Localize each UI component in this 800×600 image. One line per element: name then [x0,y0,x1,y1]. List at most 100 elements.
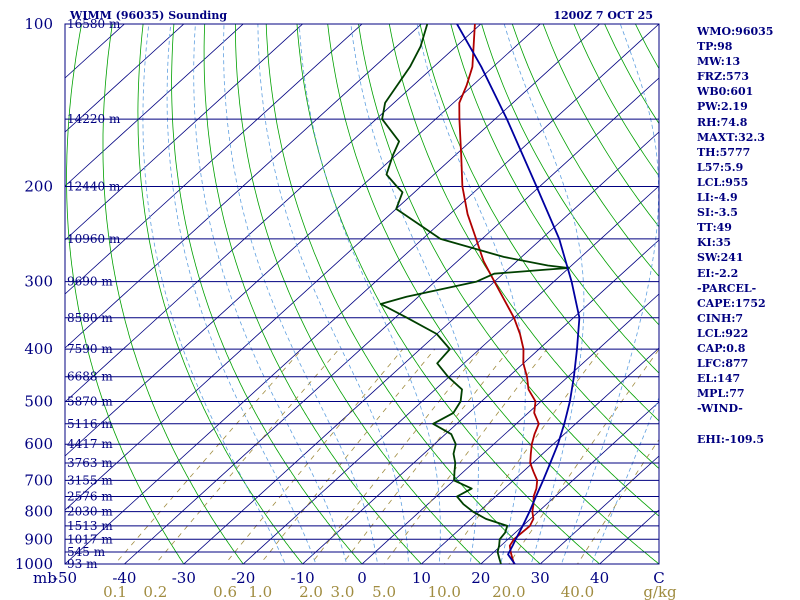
mixing-ratio-line [443,348,602,564]
indices-panel: WMO:96035 TP:98 MW:13 FRZ:573 WB0:601 PW:2.19… [697,24,797,447]
height-label: 16580 m [67,17,121,31]
dry-adiabat-line [327,24,659,564]
mixing-ratio-lines [114,348,659,564]
dry-adiabat-line [137,24,304,564]
pressure-tick-label: 1000 [15,555,53,573]
height-label: 12440 m [67,180,121,194]
index-line: -PARCEL- [697,281,757,295]
index-line: SW:241 [697,251,744,265]
y-axis-unit-label: mb [33,569,57,587]
pressure-tick-label: 400 [24,340,53,358]
isotherm-line [65,24,482,403]
valid-time: 1200Z 7 OCT 25 [553,9,653,22]
isotherm-line [65,24,601,511]
dry-adiabat-line [481,24,659,326]
isotherm-line [65,24,659,564]
isotherm-line [65,24,304,241]
dry-adiabat-line [234,24,482,564]
mixing-ratio-tick-label: 20.0 [492,583,525,600]
height-label: 6688 m [67,370,113,384]
isotherm-line [65,24,363,295]
dry-adiabat-line [66,24,185,564]
temperature-tick-label: -40 [112,569,136,587]
dry-adiabat-line [102,24,244,564]
isotherm-line [65,24,244,187]
mixing-ratio-line [114,348,303,564]
pressure-tick-label: 500 [24,392,53,410]
moist-adiabat-line [416,24,526,564]
height-label: 4417 m [67,437,113,451]
temperature-tick-label: 20 [471,569,490,587]
isotherm-line [65,24,422,349]
height-label: 8580 m [67,311,113,325]
mixing-ratio-tick-label: 40.0 [561,583,594,600]
pressure-tick-label: 900 [24,530,53,548]
height-label: 3763 m [67,456,113,470]
mixing-ratio-tick-label: 5.0 [372,583,396,600]
pressure-tick-label: 600 [24,435,53,453]
temperature-tick-label: 10 [412,569,431,587]
height-label: 1513 m [67,519,113,533]
axis-labels: 16580 m 14220 m 12440 m 10960 m 9690 m 8580 m… [15,15,677,600]
index-line: CINH:7 [697,311,744,325]
index-line: CAPE:1752 [697,296,766,310]
index-line: MW:13 [697,55,741,69]
parcel-profile-line [456,24,581,564]
index-line: MPL:77 [697,387,745,401]
moist-adiabat-line [223,24,378,564]
plot-frame [64,23,660,565]
index-line: TP:98 [697,40,733,54]
dry-adiabat-line [419,24,659,422]
moist-adiabat-line [298,24,441,564]
mixing-ratio-line [310,348,482,564]
x-axis-unit-label: C [653,569,664,587]
index-line: PW:2.19 [697,100,748,114]
dry-adiabat-line [358,24,659,517]
index-line: LCL:955 [697,175,749,189]
mixing-ratio-line [383,348,548,564]
index-line: FRZ:573 [697,70,750,84]
index-line: LI:-4.9 [697,191,738,205]
index-line [697,416,797,431]
isotherm-line [302,239,659,564]
index-line: SI:-3.5 [697,206,738,220]
dry-adiabat-line [203,24,422,564]
height-label: 10960 m [67,232,121,246]
index-line: MAXT:32.3 [697,130,765,144]
temperature-tick-label: 40 [590,569,609,587]
pressure-tick-label: 700 [24,471,53,489]
height-label: 14220 m [67,112,121,126]
moist-adiabat-line [560,24,659,564]
index-line: LFC:877 [697,357,749,371]
pressure-tick-label: 800 [24,503,53,521]
height-label: 9690 m [67,275,113,289]
mixing-ratio-line [224,348,404,564]
temperature-profile-line [458,24,540,564]
dry-adiabat-line [388,24,659,470]
mixing-ratio-tick-label: 0.1 [103,583,127,600]
index-line: WB0:601 [697,85,754,99]
mixing-ratio-tick-label: 3.0 [331,583,355,600]
mixing-ratio-tick-label: 1.0 [248,583,272,600]
moist-adiabat-lines [142,24,659,564]
isotherm-line [361,293,659,564]
isotherm-line [480,401,659,564]
dry-adiabat-line [450,24,659,374]
moist-adiabat-line [166,24,317,564]
mixing-ratio-line [577,438,659,564]
index-line: RH:74.8 [697,115,748,129]
mixing-ratio-line [508,348,659,564]
index-line: -WIND- [697,402,743,416]
dry-adiabat-lines [66,24,659,564]
height-label: 2030 m [67,505,113,519]
index-line: WMO:96035 [697,25,774,38]
temperature-tick-label: -20 [231,569,255,587]
moist-adiabat-line [257,24,409,564]
temperature-tick-label: 0 [357,569,367,587]
mixing-ratio-unit-label: g/kg [643,583,677,600]
mixing-ratio-line [154,348,340,564]
height-label: 7590 m [67,342,113,356]
index-line: EHI:-109.5 [697,432,764,446]
moist-adiabat-line [503,24,585,564]
